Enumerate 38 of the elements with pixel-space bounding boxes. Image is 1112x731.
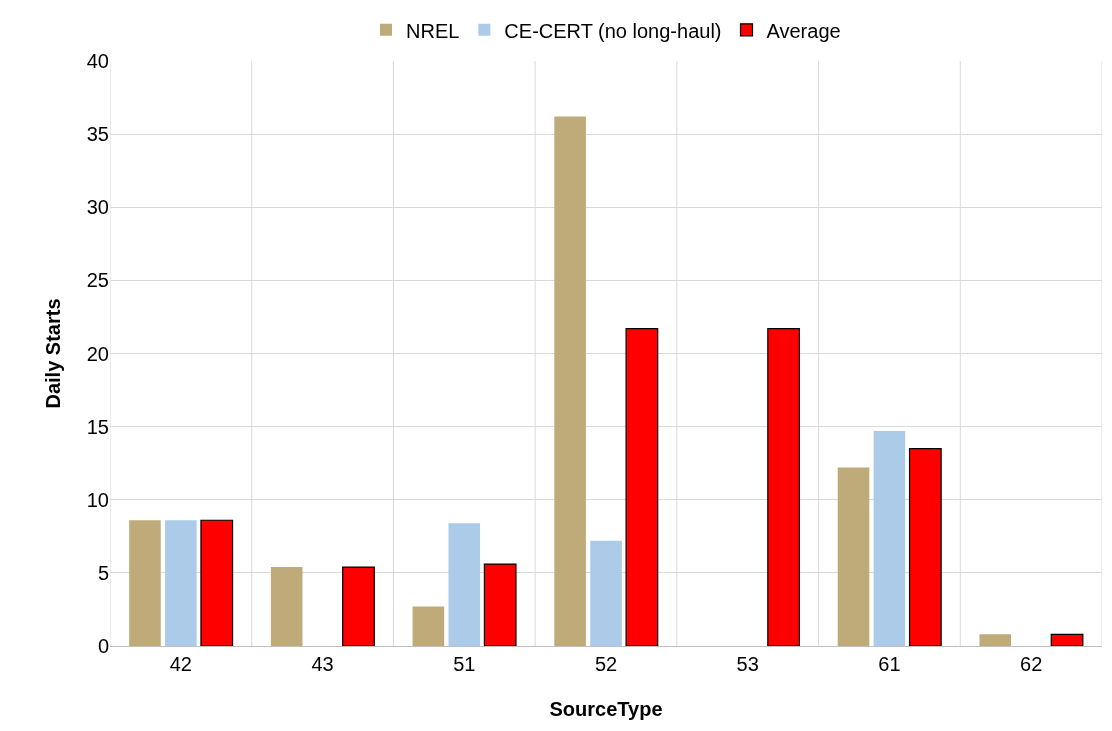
bar [412, 606, 445, 646]
x-tick-label: 53 [736, 653, 759, 675]
x-tick-label: 61 [878, 653, 901, 675]
bar [554, 116, 586, 646]
bar [342, 566, 375, 646]
bar [590, 540, 622, 646]
y-tick-label: 0 [97, 635, 109, 657]
y-tick-label: 5 [97, 561, 109, 584]
y-tick-label: 25 [86, 269, 109, 292]
y-axis-title: Daily Starts [42, 298, 64, 409]
y-tick-label: 15 [86, 415, 109, 438]
y-tick-label: 35 [86, 123, 109, 146]
x-axis-title: SourceType [549, 698, 663, 720]
bar [448, 523, 481, 646]
bar [873, 431, 906, 646]
legend-label: Average [766, 19, 841, 42]
bar [483, 563, 517, 646]
x-tick-label: 62 [1020, 653, 1043, 675]
bar [129, 520, 161, 646]
x-tick-label: 51 [453, 653, 476, 675]
x-tick-label: 42 [169, 653, 192, 675]
x-tick-label: 52 [594, 653, 618, 675]
bar [908, 447, 942, 646]
x-tick-label: 43 [311, 653, 334, 675]
y-tick-label: 30 [86, 196, 109, 219]
y-tick-label: 20 [86, 342, 109, 365]
bar [200, 519, 234, 646]
y-tick-label: 10 [86, 488, 109, 511]
legend-label: CE-CERT (no long-haul) [504, 19, 722, 42]
bar [1050, 633, 1084, 646]
bar [767, 328, 801, 646]
bar [270, 567, 303, 646]
bar [979, 634, 1012, 646]
y-tick-label: 40 [86, 50, 109, 72]
bar [837, 467, 870, 646]
legend-label: NREL [406, 19, 460, 42]
bar [165, 520, 197, 646]
bar [625, 328, 659, 646]
